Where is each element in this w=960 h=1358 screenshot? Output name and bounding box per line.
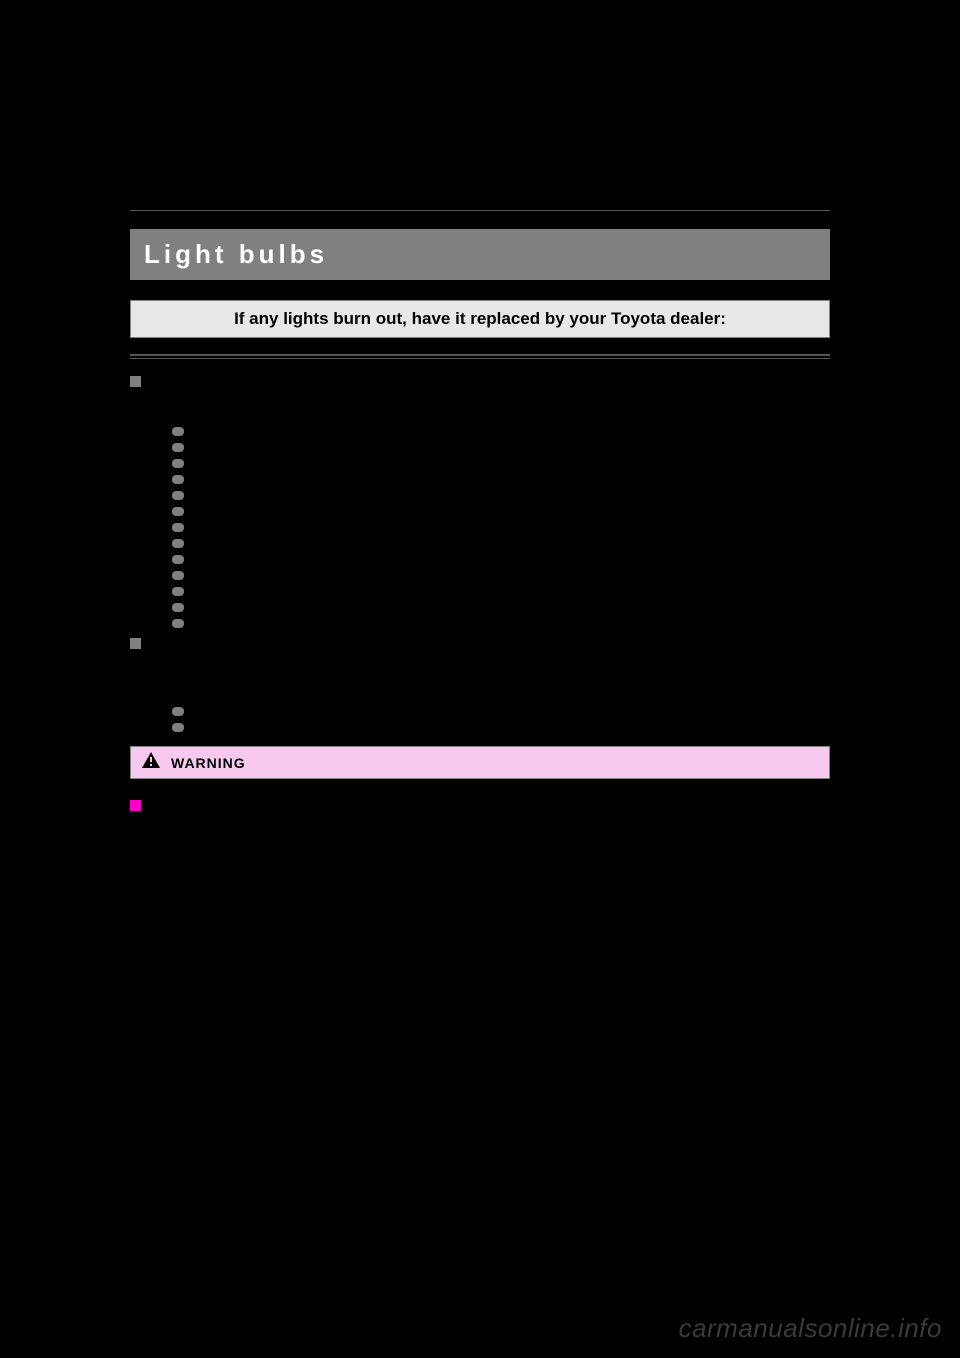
list-item bbox=[172, 491, 830, 500]
dot-icon bbox=[172, 459, 184, 468]
dot-icon bbox=[172, 587, 184, 596]
page-title-bar: Light bulbs bbox=[130, 229, 830, 280]
dot-icon bbox=[172, 619, 184, 628]
list-item bbox=[172, 571, 830, 580]
section-1-list bbox=[172, 427, 830, 628]
dot-icon bbox=[172, 507, 184, 516]
list-item bbox=[172, 603, 830, 612]
page-title: Light bulbs bbox=[144, 239, 328, 269]
double-rule bbox=[130, 354, 830, 359]
list-item bbox=[172, 587, 830, 596]
dot-icon bbox=[172, 707, 184, 716]
top-rule bbox=[130, 210, 830, 211]
list-item bbox=[172, 619, 830, 628]
list-item bbox=[172, 427, 830, 436]
dot-icon bbox=[172, 427, 184, 436]
dot-icon bbox=[172, 475, 184, 484]
list-item bbox=[172, 443, 830, 452]
list-item bbox=[172, 459, 830, 468]
dot-icon bbox=[172, 571, 184, 580]
dot-icon bbox=[172, 443, 184, 452]
section-2-list bbox=[172, 707, 830, 732]
dot-icon bbox=[172, 523, 184, 532]
list-item bbox=[172, 707, 830, 716]
list-item bbox=[172, 507, 830, 516]
list-item bbox=[172, 723, 830, 732]
manual-page: Light bulbs If any lights burn out, have… bbox=[130, 210, 830, 811]
warning-triangle-icon bbox=[141, 751, 161, 774]
section-1 bbox=[130, 373, 830, 387]
dot-icon bbox=[172, 723, 184, 732]
pink-section bbox=[130, 797, 830, 811]
dot-icon bbox=[172, 491, 184, 500]
list-item bbox=[172, 523, 830, 532]
dot-icon bbox=[172, 555, 184, 564]
square-bullet-icon bbox=[130, 376, 141, 387]
dot-icon bbox=[172, 603, 184, 612]
list-item bbox=[172, 555, 830, 564]
info-text: If any lights burn out, have it replaced… bbox=[234, 309, 726, 328]
pink-square-icon bbox=[130, 800, 141, 811]
square-bullet-icon bbox=[130, 638, 141, 649]
list-item bbox=[172, 475, 830, 484]
dot-icon bbox=[172, 539, 184, 548]
warning-bar: WARNING bbox=[130, 746, 830, 779]
info-box: If any lights burn out, have it replaced… bbox=[130, 300, 830, 338]
list-item bbox=[172, 539, 830, 548]
section-2 bbox=[130, 635, 830, 649]
warning-label: WARNING bbox=[171, 755, 246, 771]
watermark: carmanualsonline.info bbox=[679, 1313, 942, 1344]
